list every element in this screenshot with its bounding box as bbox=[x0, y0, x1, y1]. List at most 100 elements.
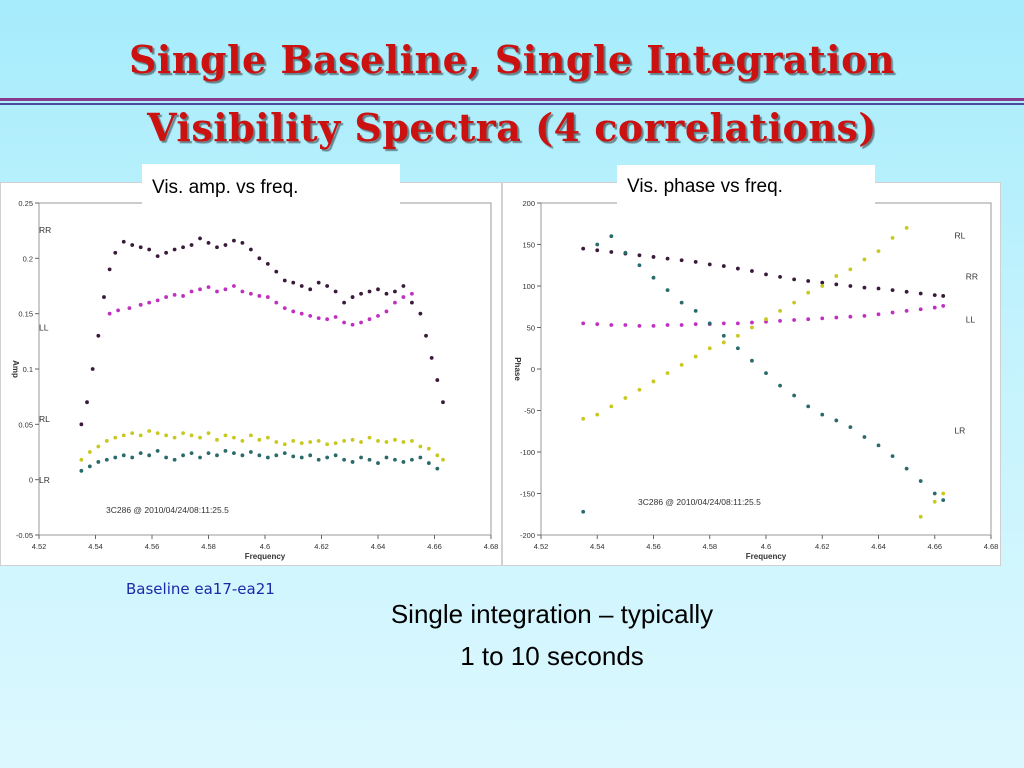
data-point-rr bbox=[721, 264, 726, 268]
data-point-ll bbox=[890, 310, 895, 315]
data-point-ll bbox=[410, 291, 414, 296]
data-point-ll bbox=[274, 300, 279, 305]
data-point-lr bbox=[147, 453, 152, 458]
data-point-ll bbox=[164, 295, 169, 299]
data-point-rl bbox=[778, 309, 782, 313]
data-point-lr bbox=[248, 450, 253, 454]
data-point-rr bbox=[367, 289, 372, 294]
data-point-rr bbox=[792, 277, 797, 282]
data-point-lr bbox=[232, 451, 236, 456]
y-tick-label: -150 bbox=[520, 490, 535, 499]
data-point-lr bbox=[113, 455, 118, 460]
data-point-rl bbox=[291, 439, 296, 443]
data-point-ll bbox=[679, 323, 684, 327]
data-point-rr bbox=[862, 285, 867, 290]
data-point-rr bbox=[96, 333, 101, 338]
data-point-lr bbox=[595, 242, 600, 247]
data-point-rl bbox=[282, 442, 287, 447]
data-point-rr bbox=[679, 258, 684, 263]
data-point-lr bbox=[792, 393, 797, 398]
data-point-rr bbox=[282, 278, 287, 283]
data-point-rr bbox=[429, 356, 434, 360]
data-point-rr bbox=[85, 400, 89, 405]
data-point-rl bbox=[147, 429, 152, 433]
x-tick-label: 4.54 bbox=[88, 542, 103, 551]
data-point-lr bbox=[376, 461, 380, 465]
data-point-rl bbox=[735, 333, 740, 338]
data-point-rl bbox=[316, 439, 321, 443]
data-point-ll bbox=[316, 316, 321, 320]
data-point-rr bbox=[102, 295, 106, 299]
data-point-lr bbox=[834, 418, 839, 423]
data-point-lr bbox=[299, 455, 304, 460]
data-point-rr bbox=[257, 256, 262, 261]
data-point-lr bbox=[181, 453, 185, 458]
x-tick-label: 4.66 bbox=[927, 542, 942, 551]
data-point-ll bbox=[172, 292, 177, 297]
data-point-ll bbox=[401, 295, 406, 299]
data-point-ll bbox=[138, 302, 143, 307]
series-label-rl: RL bbox=[39, 414, 50, 424]
data-point-lr bbox=[87, 464, 92, 469]
data-point-ll bbox=[904, 309, 909, 313]
data-point-rr bbox=[113, 250, 118, 255]
x-tick-label: 4.58 bbox=[702, 542, 717, 551]
series-label-lr: LR bbox=[39, 475, 50, 485]
plot-annotation: 3C286 @ 2010/04/24/08:11:25.5 bbox=[638, 497, 761, 507]
y-tick-label: -100 bbox=[520, 448, 535, 457]
data-point-rl bbox=[104, 439, 109, 443]
data-point-rr bbox=[189, 243, 194, 247]
data-point-lr bbox=[623, 250, 628, 255]
y-tick-label: -50 bbox=[524, 407, 535, 416]
series-label-rr: RR bbox=[39, 225, 51, 235]
data-point-ll bbox=[291, 309, 296, 314]
data-point-lr bbox=[240, 453, 245, 458]
plot-frame bbox=[38, 202, 492, 536]
data-point-rr bbox=[316, 280, 321, 285]
y-tick-label: -0.05 bbox=[16, 531, 33, 540]
data-point-rr bbox=[581, 246, 586, 251]
plot-annotation: 3C286 @ 2010/04/24/08:11:25.5 bbox=[106, 505, 229, 515]
data-point-ll bbox=[581, 321, 586, 326]
data-point-ll bbox=[384, 309, 389, 314]
data-point-rr bbox=[609, 250, 614, 254]
data-point-ll bbox=[651, 323, 656, 328]
data-point-rl bbox=[721, 340, 726, 345]
data-point-rl bbox=[890, 235, 895, 240]
y-tick-label: 200 bbox=[522, 199, 535, 208]
y-axis-label: Phase bbox=[513, 357, 522, 381]
data-point-ll bbox=[308, 313, 313, 318]
data-point-lr bbox=[707, 321, 712, 326]
data-point-lr bbox=[384, 455, 389, 460]
data-point-ll bbox=[257, 294, 262, 298]
data-point-rl bbox=[113, 435, 118, 440]
data-point-lr bbox=[308, 453, 313, 458]
data-point-ll bbox=[248, 291, 253, 296]
data-point-rr bbox=[172, 247, 177, 252]
data-point-rr bbox=[130, 243, 135, 247]
data-point-ll bbox=[876, 312, 881, 317]
data-point-lr bbox=[890, 454, 895, 459]
data-point-rr bbox=[265, 261, 270, 266]
data-point-ll bbox=[778, 318, 782, 323]
data-point-lr bbox=[164, 455, 169, 460]
data-point-lr bbox=[96, 460, 101, 464]
data-point-ll bbox=[359, 320, 363, 325]
data-point-rr bbox=[223, 243, 228, 247]
data-point-lr bbox=[342, 457, 346, 462]
data-point-ll bbox=[820, 316, 825, 321]
data-point-rr bbox=[376, 287, 380, 292]
data-point-rl bbox=[806, 290, 811, 295]
data-point-rr bbox=[918, 291, 923, 296]
data-point-rr bbox=[240, 240, 245, 245]
data-point-ll bbox=[107, 311, 112, 316]
data-point-rl bbox=[232, 435, 236, 440]
data-point-rl bbox=[359, 440, 363, 444]
data-point-rr bbox=[107, 267, 112, 272]
data-point-ll bbox=[333, 315, 338, 319]
data-point-rr bbox=[890, 288, 895, 293]
data-point-ll bbox=[637, 323, 642, 328]
amplitude-callout: Vis. amp. vs freq. bbox=[142, 164, 400, 214]
data-point-ll bbox=[941, 304, 946, 308]
data-point-rl bbox=[376, 439, 380, 443]
